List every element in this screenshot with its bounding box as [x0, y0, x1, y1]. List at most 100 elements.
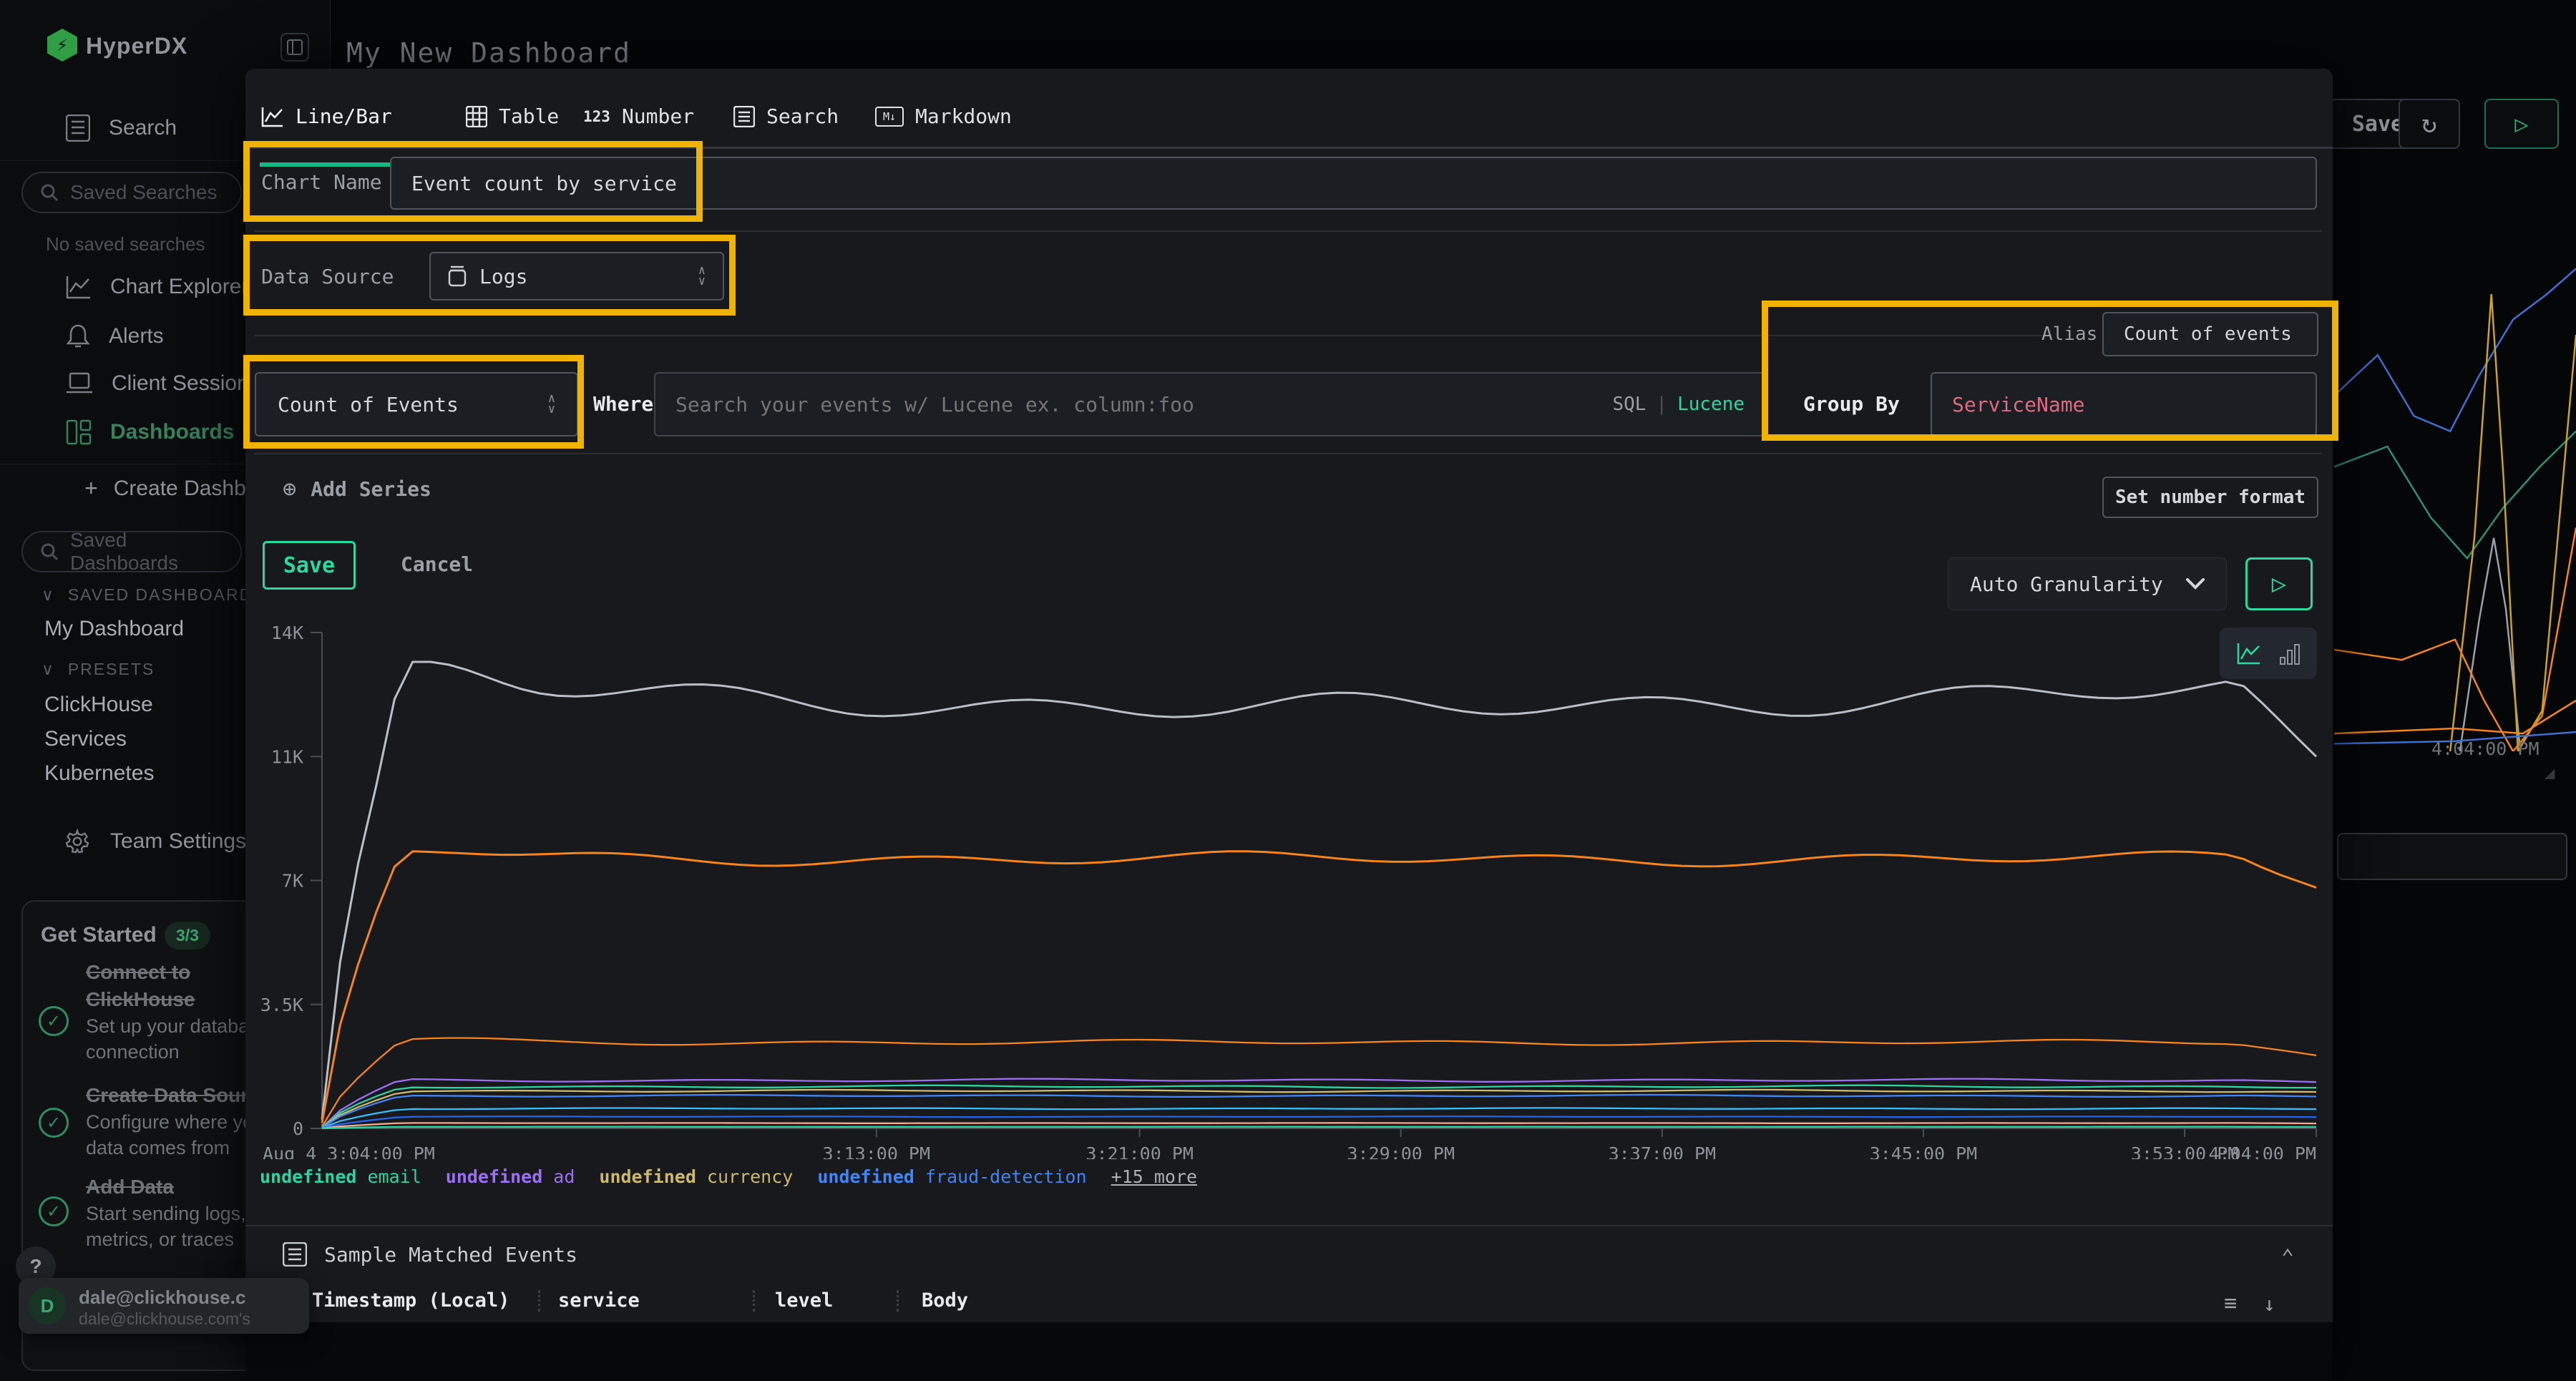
alias-input[interactable]: [2104, 323, 2317, 345]
get-started-badge: 3/3: [165, 922, 210, 950]
refresh-icon: ↻: [2421, 109, 2437, 139]
get-started-step[interactable]: Add Data Start sending logs, metrics, or…: [86, 1173, 246, 1252]
no-saved-searches-text: No saved searches: [46, 233, 205, 255]
sidebar-item-client-sessions[interactable]: Client Sessions: [66, 371, 260, 396]
sidebar-item-kubernetes[interactable]: Kubernetes: [44, 761, 154, 786]
legend-item[interactable]: undefined fraud-detection: [817, 1166, 1086, 1187]
get-started-step[interactable]: Connect to ClickHouse Set up your databa…: [86, 959, 270, 1065]
sidebar-item-label: Client Sessions: [112, 371, 260, 396]
step-subtitle: metrics, or traces: [86, 1226, 246, 1252]
language-sql-toggle[interactable]: SQL: [1612, 394, 1656, 415]
column-header-timestamp[interactable]: Timestamp (Local): [312, 1289, 538, 1312]
saved-dashboards-section-header[interactable]: ∨ SAVED DASHBOARDS: [42, 585, 265, 605]
svg-text:3:13:00 PM: 3:13:00 PM: [823, 1143, 931, 1159]
column-header-level[interactable]: level: [755, 1289, 897, 1312]
sidebar-item-my-dashboard[interactable]: My Dashboard: [44, 617, 184, 641]
legend-item[interactable]: undefined currency: [599, 1166, 793, 1187]
column-header-body[interactable]: Body: [899, 1289, 968, 1312]
svg-text:0: 0: [293, 1118, 303, 1139]
aggregation-select[interactable]: Count of Events ∧∨: [255, 372, 578, 436]
saved-dashboards-placeholder: Saved Dashboards: [70, 529, 240, 575]
svg-text:4:04:00 PM: 4:04:00 PM: [2208, 1143, 2316, 1159]
sort-down-icon[interactable]: ↓: [2263, 1292, 2275, 1316]
step-title: Create Data Source: [86, 1082, 270, 1109]
sidebar-item-dashboards[interactable]: Dashboards: [66, 419, 234, 445]
section-label: PRESETS: [68, 660, 155, 679]
database-icon: [448, 265, 467, 287]
chart-name-input[interactable]: [391, 172, 2316, 195]
sidebar-item-chart-explorer[interactable]: Chart Explorer: [66, 275, 248, 299]
group-by-input[interactable]: [1932, 393, 2316, 416]
avatar: D: [29, 1287, 66, 1324]
granularity-value: Auto Granularity: [1970, 572, 2163, 596]
background-chart-time-label: 4:04:00 PM: [2431, 738, 2540, 759]
svg-text:11K: 11K: [271, 746, 303, 767]
sidebar-item-clickhouse[interactable]: ClickHouse: [44, 693, 153, 717]
chevron-down-icon: [2186, 578, 2205, 590]
legend-item[interactable]: undefined email: [260, 1166, 421, 1187]
background-search-input[interactable]: [2337, 833, 2567, 880]
data-source-select[interactable]: Logs ∧∨: [429, 252, 724, 301]
filter-icon[interactable]: ≡: [2224, 1291, 2237, 1316]
saved-searches-input[interactable]: Saved Searches: [21, 172, 242, 213]
line-chart[interactable]: 03.5K7K11K14KAug 4 3:04:00 PM3:13:00 PM3…: [245, 623, 2333, 1159]
aggregation-value: Count of Events: [278, 393, 535, 416]
sidebar-item-services[interactable]: Services: [44, 727, 127, 751]
user-menu-popover[interactable]: D dale@clickhouse.c dale@clickhouse.com'…: [19, 1278, 309, 1334]
run-chart-play-button[interactable]: ▷: [2245, 557, 2313, 610]
data-source-value: Logs: [479, 265, 686, 288]
sample-events-title: Sample Matched Events: [324, 1243, 577, 1267]
dashboards-grid-icon: [66, 419, 92, 445]
get-started-step[interactable]: Create Data Source Configure where your …: [86, 1082, 270, 1161]
legend-more-link[interactable]: +15 more: [1111, 1166, 1197, 1187]
sidebar-item-label: Dashboards: [110, 420, 234, 444]
presets-section-header[interactable]: ∨ PRESETS: [42, 660, 155, 679]
language-toggle-divider: |: [1656, 394, 1677, 415]
sidebar-item-alerts[interactable]: Alerts: [66, 323, 164, 349]
language-lucene-toggle[interactable]: Lucene: [1677, 394, 1765, 415]
plus-icon: +: [84, 475, 98, 502]
where-search-input[interactable]: [655, 393, 1612, 416]
sidebar-collapse-button[interactable]: [280, 33, 309, 62]
tab-table[interactable]: Table: [466, 104, 559, 128]
background-dashboard-chart: [2334, 243, 2576, 751]
events-table-body: [245, 1322, 2333, 1381]
granularity-select[interactable]: Auto Granularity: [1948, 557, 2227, 610]
step-subtitle: Set up your database: [86, 1013, 270, 1039]
tab-number[interactable]: 123 Number: [583, 104, 694, 128]
refresh-button[interactable]: ↻: [2399, 99, 2460, 149]
step-subtitle: Start sending logs,: [86, 1201, 246, 1226]
series-unlabeled-gray-total: [322, 662, 2316, 1120]
save-button[interactable]: Save: [263, 541, 356, 590]
svg-text:3:21:00 PM: 3:21:00 PM: [1085, 1143, 1194, 1159]
check-circle-icon: ✓: [39, 1196, 69, 1226]
section-label: SAVED DASHBOARDS: [68, 585, 265, 605]
select-updown-icon: ∧∨: [548, 394, 555, 415]
chevron-down-icon: ∨: [42, 585, 55, 605]
saved-dashboards-input[interactable]: Saved Dashboards: [21, 531, 242, 572]
sample-events-header[interactable]: Sample Matched Events: [283, 1242, 577, 1267]
cancel-button[interactable]: Cancel: [401, 552, 473, 576]
legend-item[interactable]: undefined ad: [446, 1166, 575, 1187]
gear-icon: [64, 829, 90, 854]
dashboard-play-button[interactable]: ▷: [2484, 99, 2559, 149]
column-header-service[interactable]: service: [540, 1289, 753, 1312]
where-label: Where: [593, 392, 653, 416]
tab-label: Number: [622, 104, 694, 128]
tab-label: Markdown: [915, 104, 1012, 128]
sidebar-item-search[interactable]: Search: [66, 114, 177, 142]
chart-name-input-wrap: [390, 157, 2317, 210]
svg-text:Aug 4 3:04:00 PM: Aug 4 3:04:00 PM: [263, 1143, 435, 1159]
series-unlabeled-orange-1: [322, 851, 2316, 1123]
collapse-section-icon[interactable]: ⌃: [2281, 1245, 2294, 1270]
add-series-button[interactable]: ⊕ Add Series: [283, 475, 431, 502]
set-number-format-button[interactable]: Set number format: [2102, 477, 2318, 518]
sidebar-item-team-settings[interactable]: Team Settings: [64, 829, 246, 854]
tab-markdown[interactable]: M↓ Markdown: [875, 104, 1012, 128]
tab-line-bar[interactable]: Line/Bar: [261, 104, 392, 128]
svg-text:3.5K: 3.5K: [260, 995, 303, 1015]
play-icon: ▷: [2514, 110, 2528, 137]
step-subtitle: Configure where your: [86, 1109, 270, 1135]
tab-search[interactable]: Search: [733, 104, 839, 128]
events-table-header: Timestamp (Local) service level Body: [312, 1289, 968, 1312]
